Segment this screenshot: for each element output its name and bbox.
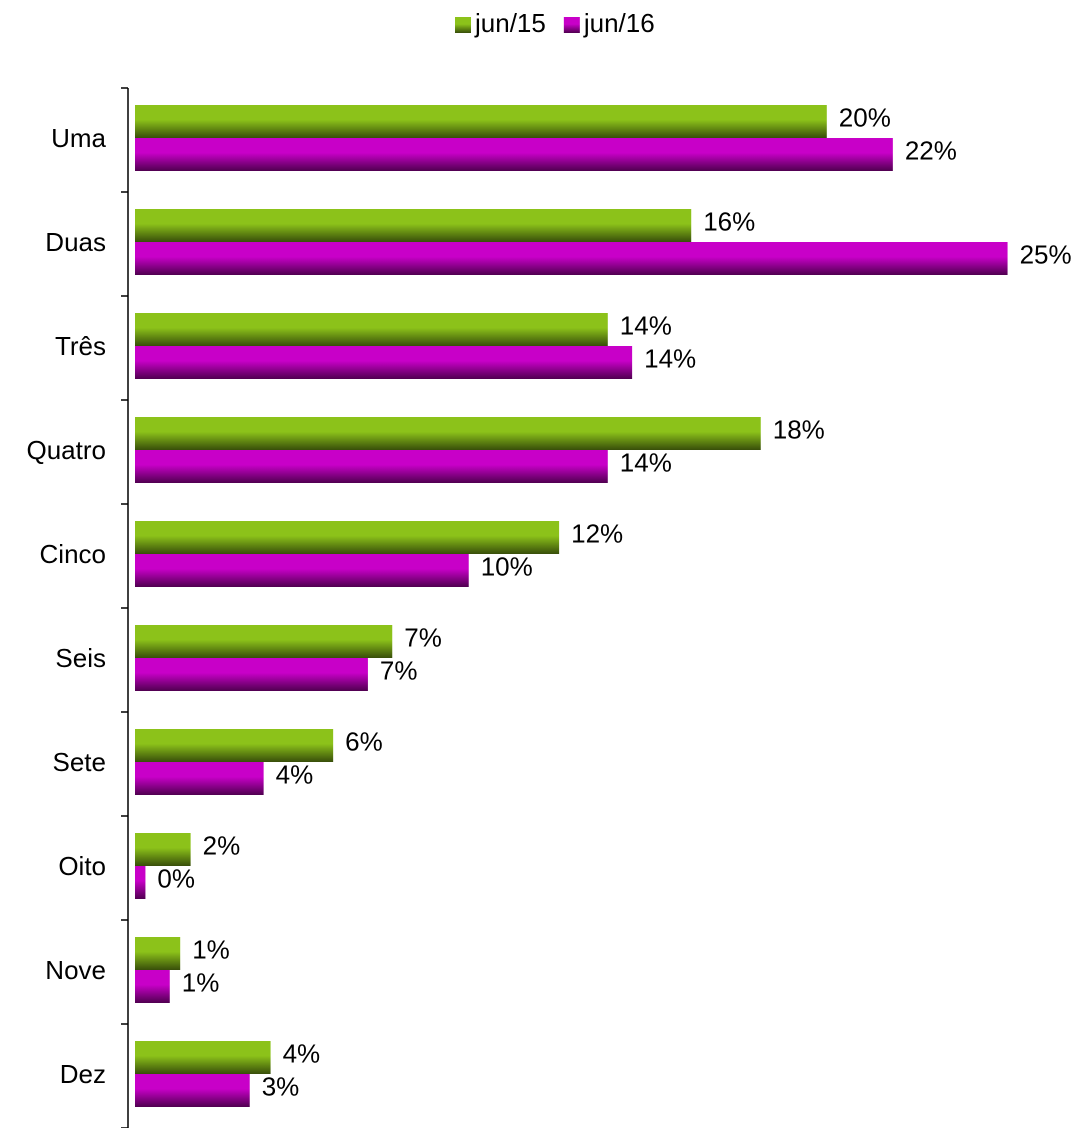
value-label: 1% xyxy=(192,934,230,964)
bar xyxy=(135,313,608,346)
bar xyxy=(135,970,170,1003)
y-tick-label: Uma xyxy=(51,123,106,153)
bar xyxy=(135,625,393,658)
bar xyxy=(135,521,560,554)
bar xyxy=(135,866,146,899)
bar xyxy=(135,658,368,691)
value-label: 6% xyxy=(345,726,383,756)
value-label: 16% xyxy=(703,206,755,236)
value-label: 14% xyxy=(620,310,672,340)
bar xyxy=(135,762,264,795)
bar xyxy=(135,138,893,171)
value-label: 2% xyxy=(203,830,241,860)
y-tick-label: Oito xyxy=(58,851,106,881)
y-tick-label: Três xyxy=(55,331,106,361)
value-label: 7% xyxy=(404,622,442,652)
bar xyxy=(135,242,1008,275)
value-label: 14% xyxy=(644,343,696,373)
value-label: 4% xyxy=(276,759,314,789)
bar xyxy=(135,209,692,242)
bar xyxy=(135,105,827,138)
value-label: 10% xyxy=(481,551,533,581)
y-tick-label: Sete xyxy=(53,747,107,777)
bar xyxy=(135,729,334,762)
value-label: 20% xyxy=(839,102,891,132)
bar xyxy=(135,833,191,866)
y-tick-label: Cinco xyxy=(40,539,106,569)
legend-label: jun/16 xyxy=(583,8,655,38)
bar xyxy=(135,346,633,379)
y-tick-label: Nove xyxy=(45,955,106,985)
y-tick-label: Dez xyxy=(60,1059,106,1089)
legend-swatch xyxy=(563,17,580,33)
value-label: 1% xyxy=(182,967,220,997)
bar xyxy=(135,417,761,450)
bar xyxy=(135,554,469,587)
value-label: 18% xyxy=(773,414,825,444)
bar xyxy=(135,450,608,483)
legend-label: jun/15 xyxy=(474,8,546,38)
value-label: 7% xyxy=(380,655,418,685)
y-tick-label: Seis xyxy=(55,643,106,673)
value-label: 22% xyxy=(905,135,957,165)
value-label: 14% xyxy=(620,447,672,477)
y-tick-label: Quatro xyxy=(27,435,107,465)
value-label: 3% xyxy=(262,1071,300,1101)
bar xyxy=(135,1041,271,1074)
value-label: 25% xyxy=(1020,239,1072,269)
legend-swatch xyxy=(455,17,471,33)
value-label: 0% xyxy=(157,863,195,893)
bar xyxy=(135,1074,250,1107)
value-label: 12% xyxy=(571,518,623,548)
value-label: 4% xyxy=(283,1038,321,1068)
bar xyxy=(135,937,181,970)
y-tick-label: Duas xyxy=(45,227,106,257)
